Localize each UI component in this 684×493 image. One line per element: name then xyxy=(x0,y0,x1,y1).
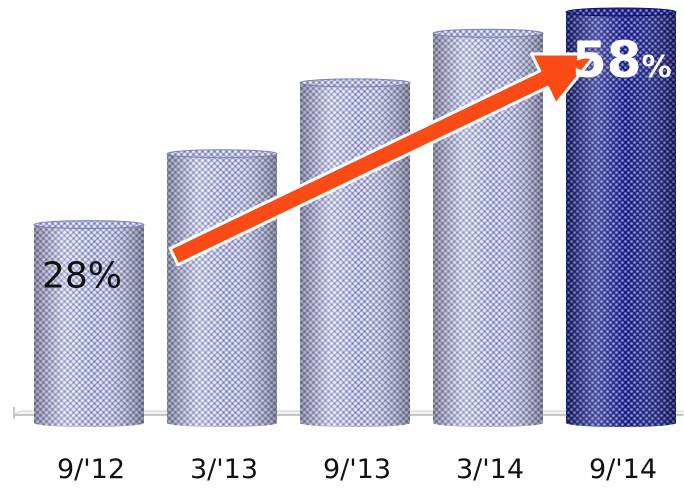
end-value-label: 58% xyxy=(572,31,672,89)
x-tick-label: 9/'13 xyxy=(323,454,391,485)
bar xyxy=(166,149,278,428)
bar-shading xyxy=(300,82,410,427)
bar-top xyxy=(299,78,411,88)
end-value-number: 58 xyxy=(572,31,642,89)
x-tick-label: 9/'14 xyxy=(589,454,657,485)
x-tick-label: 9/'12 xyxy=(57,454,125,485)
bar-shading xyxy=(167,153,277,428)
bar-top xyxy=(166,149,278,159)
bar-top xyxy=(565,7,677,17)
bar xyxy=(432,28,544,428)
bar xyxy=(299,78,411,427)
start-value-label: 28% xyxy=(42,256,122,297)
bar-shading xyxy=(34,224,144,427)
bar xyxy=(565,7,677,427)
bar-top xyxy=(432,28,544,38)
bar xyxy=(33,220,145,427)
x-axis-ticks: 9/'12 3/'13 9/'13 3/'14 9/'14 xyxy=(57,454,657,485)
end-value-unit: % xyxy=(642,50,672,85)
x-tick-label: 3/'13 xyxy=(190,454,258,485)
bar-top xyxy=(33,220,145,230)
bar-shading xyxy=(566,12,676,427)
trend-arrow-layer xyxy=(168,52,598,267)
trend-arrow xyxy=(168,52,598,267)
x-tick-label: 3/'14 xyxy=(456,454,524,485)
bars-group xyxy=(33,7,677,428)
bar-shading xyxy=(433,33,543,428)
